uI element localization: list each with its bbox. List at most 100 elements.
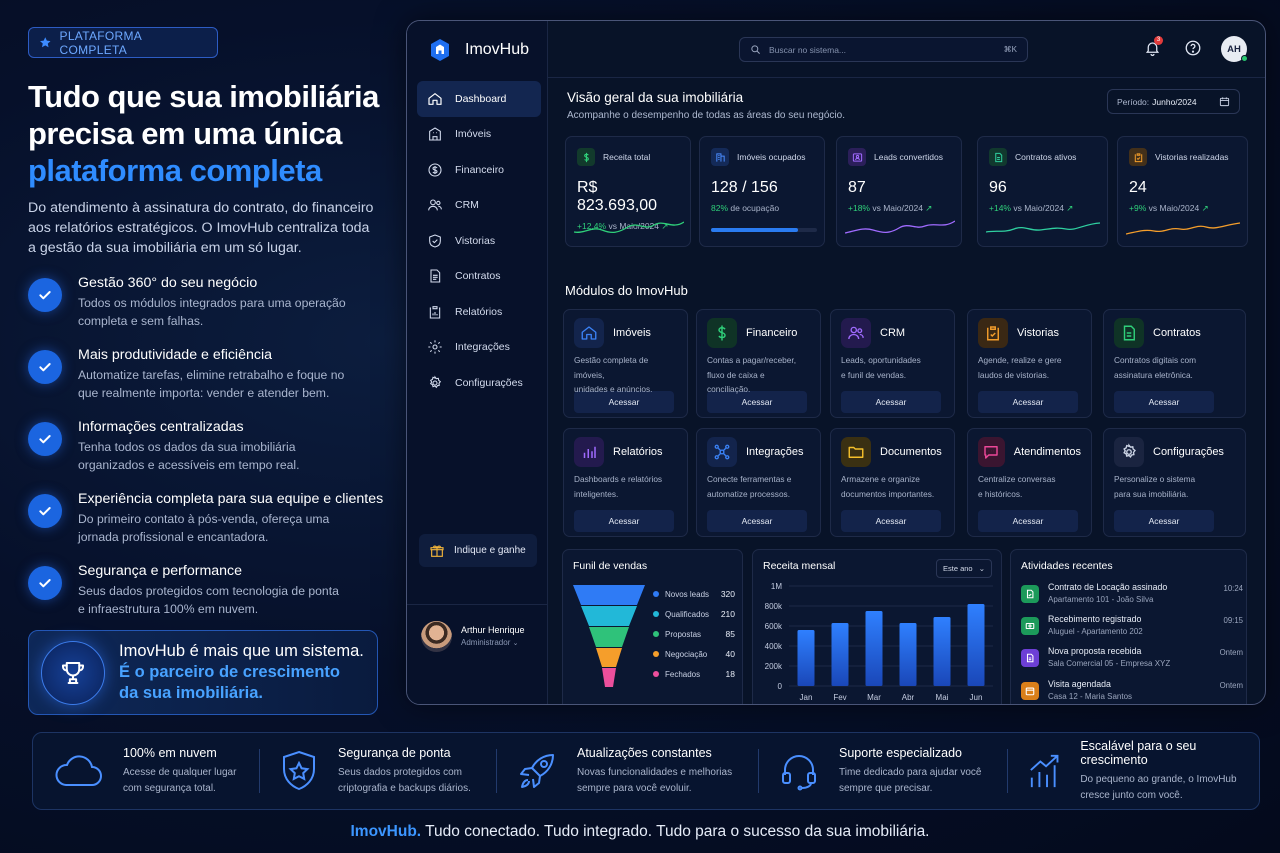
activity-item[interactable]: Nova proposta recebida Sala Comercial 05… [1021, 646, 1243, 676]
funnel-legend-item: Novos leads 320 [653, 589, 735, 599]
footer-tagline: ImovHub. Tudo conectado. Tudo integrado.… [0, 823, 1280, 841]
stat-value: 96 [989, 179, 1007, 196]
stat-delta-text: vs Maio/2024 [1013, 203, 1064, 213]
avatar[interactable]: AH [1221, 36, 1248, 62]
benefit-desc: Time dedicado para ajudar você [839, 766, 982, 778]
legend-dot [653, 591, 659, 597]
stat-label: Vistorias realizadas [1155, 152, 1229, 162]
sidebar-item-configuracoes[interactable]: Configurações [417, 365, 541, 401]
document-check-icon [1021, 585, 1039, 603]
headline-line-2: precisa em uma única [28, 116, 342, 151]
sidebar-item-label: Vistorias [455, 234, 496, 247]
module-card-integracoes[interactable]: Integrações Conecte ferramentas e automat… [696, 428, 821, 537]
search-input[interactable]: Buscar no sistema... ⌘K [739, 37, 1028, 62]
period-label: Período: [1117, 96, 1150, 107]
module-card-atendimentos[interactable]: Atendimentos Centralize conversas e histó… [967, 428, 1092, 537]
stat-delta-text: vs Maio/2024 [1148, 203, 1200, 213]
sidebar-item-financeiro[interactable]: Financeiro [417, 152, 541, 188]
sidebar-item-dashboard[interactable]: Dashboard [417, 81, 541, 117]
folder-icon [841, 437, 871, 467]
module-card-financeiro[interactable]: Financeiro Contas a pagar/receber, fluxo … [696, 309, 821, 418]
sidebar-item-vistorias[interactable]: Vistorias [417, 223, 541, 259]
monthly-revenue-panel: Receita mensal Este ano ⌄ 0 200k 400k 600k 80… [752, 549, 1002, 704]
module-card-configuracoes[interactable]: Configurações Personalize o sistema para … [1103, 428, 1246, 537]
stat-card-imoveis[interactable]: Imóveis ocupados 128 / 156 82% de ocupaç… [699, 136, 825, 247]
page-subtitle: Acompanhe o desempenho de todas as áreas… [567, 110, 845, 121]
feature-desc: Tenha todos os dados da sua imobiliária … [78, 440, 300, 472]
module-name: Integrações [746, 446, 804, 458]
module-access-button[interactable]: Acessar [707, 391, 807, 413]
feature-item: Mais produtividade e eficiência Automatiz… [28, 345, 388, 417]
stat-card-vistorias[interactable]: Vistorias realizadas 24 +9% vs Maio/2024… [1117, 136, 1248, 247]
sidebar-item-integracoes[interactable]: Integrações [417, 330, 541, 366]
module-card-crm[interactable]: CRM Leads, oportunidades e funil de venda… [830, 309, 955, 418]
module-card-documentos[interactable]: Documentos Armazene e organize documentos… [830, 428, 955, 537]
module-desc: Armazene e organize [841, 474, 920, 484]
funnel-legend-item: Qualificados 210 [653, 609, 735, 619]
headline-line-1: Tudo que sua imobiliária [28, 79, 379, 114]
sidebar-item-crm[interactable]: CRM [417, 188, 541, 224]
proposal-icon [1021, 649, 1039, 667]
benefit-title: Atualizações constantes [577, 745, 712, 760]
module-desc: e funil de vendas. [841, 369, 907, 380]
help-button[interactable] [1184, 39, 1202, 57]
stat-delta-text: vs Maio/2024 [608, 221, 660, 231]
stat-delta: +18% vs Maio/2024 ↗ [848, 203, 950, 214]
referral-button[interactable]: Indique e ganhe [419, 534, 537, 567]
x-tick-label: Jan [800, 693, 813, 702]
activity-subtitle: Aluguel - Apartamento 202 [1048, 627, 1143, 636]
module-access-button[interactable]: Acessar [574, 510, 674, 532]
shield-check-icon [429, 234, 441, 248]
module-access-button[interactable]: Acessar [841, 391, 941, 413]
period-selector[interactable]: Período: Junho/2024 [1107, 89, 1240, 114]
module-access-button[interactable]: Acessar [574, 391, 674, 413]
module-access-button[interactable]: Acessar [978, 391, 1078, 413]
funnel-stage-value: 40 [725, 649, 735, 659]
bar [933, 617, 951, 686]
module-card-vistorias[interactable]: Vistorias Agende, realize e gere laudos d… [967, 309, 1092, 418]
notifications-button[interactable]: 3 [1144, 36, 1163, 57]
app-logo[interactable]: ImovHub [429, 38, 529, 62]
module-access-button[interactable]: Acessar [1114, 391, 1214, 413]
activity-time: Ontem [1219, 648, 1243, 657]
module-name: Relatórios [613, 446, 663, 458]
stat-card-receita[interactable]: Receita total R$ 823.693,00 +12,4% vs Ma… [565, 136, 691, 247]
activity-subtitle: Apartamento 101 - João Silva [1048, 595, 1154, 604]
module-desc: para sua imobiliária. [1114, 488, 1189, 499]
module-access-button[interactable]: Acessar [841, 510, 941, 532]
growth-chart-icon [1030, 754, 1059, 788]
activity-item[interactable]: Recebimento registrado Aluguel - Apartam… [1021, 614, 1243, 644]
funnel-stage-value: 320 [720, 589, 735, 599]
module-card-relatorios[interactable]: Relatórios Dashboards e relatórios inteli… [563, 428, 688, 537]
sidebar-item-contratos[interactable]: Contratos [417, 259, 541, 295]
clipboard-check-icon [1129, 148, 1147, 166]
benefit-desc: Novas funcionalidades e melhorias [577, 766, 733, 778]
sidebar-item-imoveis[interactable]: Imóveis [417, 117, 541, 153]
stat-delta-value: +18% [848, 203, 870, 213]
module-card-imoveis[interactable]: Imóveis Gestão completa de imóveis, unida… [563, 309, 688, 418]
y-tick-label: 1M [771, 582, 782, 591]
module-desc: documentos importantes. [841, 488, 935, 499]
page-title: Visão geral da sua imobiliária [567, 90, 744, 105]
divider [496, 749, 497, 793]
module-access-button[interactable]: Acessar [978, 510, 1078, 532]
sidebar-item-relatorios[interactable]: Relatórios [417, 294, 541, 330]
stat-card-contratos[interactable]: Contratos ativos 96 +14% vs Maio/2024 ↗ [977, 136, 1108, 247]
feature-item: Informações centralizadas Tenha todos os … [28, 417, 388, 489]
module-access-button[interactable]: Acessar [707, 510, 807, 532]
module-desc: Agende, realize e gere [978, 355, 1062, 365]
revenue-bar-chart: 0 200k 400k 600k 800k 1M Jan Fev Mar Abr Mai Jun [765, 582, 993, 702]
module-access-button[interactable]: Acessar [1114, 510, 1214, 532]
module-card-contratos[interactable]: Contratos Contratos digitais com assinatu… [1103, 309, 1246, 418]
chart-filter-select[interactable]: Este ano ⌄ [936, 559, 992, 578]
module-desc: Personalize o sistema [1114, 474, 1196, 484]
activity-item[interactable]: Visita agendada Casa 12 - Maria Santos O… [1021, 679, 1243, 704]
benefit-title: 100% em nuvem [123, 745, 217, 760]
feature-title: Mais produtividade e eficiência [78, 347, 273, 363]
user-menu[interactable]: Arthur Henrique Administrador ⌄ [407, 604, 548, 667]
activity-item[interactable]: Contrato de Locação assinado Apartamento… [1021, 582, 1243, 612]
trend-up-icon: ↗ [925, 203, 933, 213]
sidebar-item-label: Relatórios [455, 305, 503, 318]
feature-list: Gestão 360° do seu negócio Todos os módul… [28, 273, 388, 633]
stat-card-leads[interactable]: Leads convertidos 87 +18% vs Maio/2024 ↗ [836, 136, 962, 247]
